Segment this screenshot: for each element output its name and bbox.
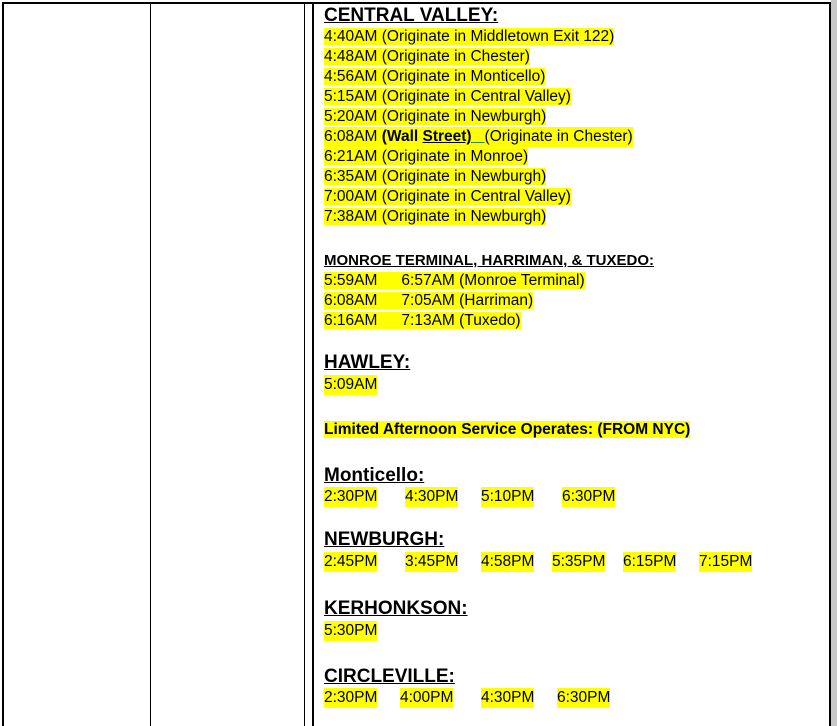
schedule-row-wall-street: 6:08AM (Wall Street) (Originate in Chest… [324, 127, 633, 147]
wall-label: (Wall [381, 128, 419, 145]
table-col-border [829, 2, 831, 726]
central-valley-section: CENTRAL VALLEY: 4:40AM (Originate in Mid… [324, 5, 633, 227]
row-time: 6:08AM [324, 128, 378, 145]
time-slot: 6:15PM [623, 552, 677, 572]
schedule-row: 7:00AM (Originate in Central Valley) [324, 188, 571, 205]
table-top-border [2, 2, 831, 4]
row-time: 6:16AM [324, 312, 378, 329]
kerhonkson-section: KERHONKSON: [324, 598, 468, 620]
schedule-row: 5:20AM (Originate in Newburgh) [324, 108, 547, 125]
schedule-row: 4:56AM (Originate in Monticello) [324, 68, 546, 85]
schedule-row: 6:16AM 7:13AM (Tuxedo) [324, 312, 521, 329]
table-col-border [312, 2, 314, 726]
time-slot: 4:00PM [400, 688, 454, 708]
time-slot: 2:30PM [324, 487, 378, 507]
schedule-row: 5:15AM (Originate in Central Valley) [324, 88, 571, 105]
time-slot: 2:45PM [324, 552, 378, 572]
page-margin [831, 0, 837, 726]
time-slot: 6:30PM [557, 688, 611, 708]
row-time: 7:13AM (Tuxedo) [401, 312, 521, 329]
street-label: Street) [422, 128, 472, 145]
monticello-section: Monticello: [324, 465, 424, 487]
afternoon-note-text: Limited Afternoon Service Operates: (FRO… [324, 421, 691, 438]
schedule-row: 6:08AM 7:05AM (Harriman) [324, 292, 534, 309]
time-slot: 4:58PM [481, 552, 535, 572]
section-heading: HAWLEY: [324, 352, 411, 373]
section-heading: MONROE TERMINAL, HARRIMAN, & TUXEDO: [324, 252, 654, 269]
section-heading: CIRCLEVILLE: [324, 666, 455, 687]
table-col-border [304, 2, 305, 726]
time-slot: 5:30PM [324, 621, 378, 641]
section-heading: NEWBURGH: [324, 529, 445, 550]
section-heading: CENTRAL VALLEY: [324, 5, 499, 26]
table-col-border [2, 2, 4, 726]
afternoon-note: Limited Afternoon Service Operates: (FRO… [324, 420, 691, 440]
table-col-border [150, 2, 151, 726]
row-origin: (Originate in Chester) [484, 128, 633, 145]
time-slot: 5:35PM [552, 552, 606, 572]
newburgh-section: NEWBURGH: [324, 529, 444, 551]
row-time: 6:08AM [324, 292, 378, 309]
row-time: 7:05AM (Harriman) [401, 292, 534, 309]
section-heading: Monticello: [324, 465, 425, 486]
monroe-section: MONROE TERMINAL, HARRIMAN, & TUXEDO: 5:5… [324, 251, 654, 331]
time-slot: 7:15PM [699, 552, 753, 572]
schedule-row: 5:59AM 6:57AM (Monroe Terminal) [324, 272, 585, 289]
time-slot: 4:30PM [481, 688, 535, 708]
row-time: 5:59AM [324, 272, 378, 289]
section-heading: KERHONKSON: [324, 598, 468, 619]
time-slot: 5:10PM [481, 487, 535, 507]
circleville-section: CIRCLEVILLE: [324, 666, 455, 688]
row-time: 6:57AM (Monroe Terminal) [401, 272, 585, 289]
schedule-row: 6:35AM (Originate in Newburgh) [324, 168, 547, 185]
schedule-row: 6:21AM (Originate in Monroe) [324, 148, 529, 165]
schedule-row: 7:38AM (Originate in Newburgh) [324, 208, 547, 225]
hawley-section: HAWLEY: [324, 352, 410, 374]
time-slot: 6:30PM [562, 487, 616, 507]
schedule-row: 4:48AM (Originate in Chester) [324, 48, 530, 65]
time-slot: 2:30PM [324, 688, 378, 708]
time-slot: 4:30PM [405, 487, 459, 507]
time-slot: 3:45PM [405, 552, 459, 572]
schedule-row: 4:40AM (Originate in Middletown Exit 122… [324, 28, 615, 45]
time-slot: 5:09AM [324, 375, 378, 395]
